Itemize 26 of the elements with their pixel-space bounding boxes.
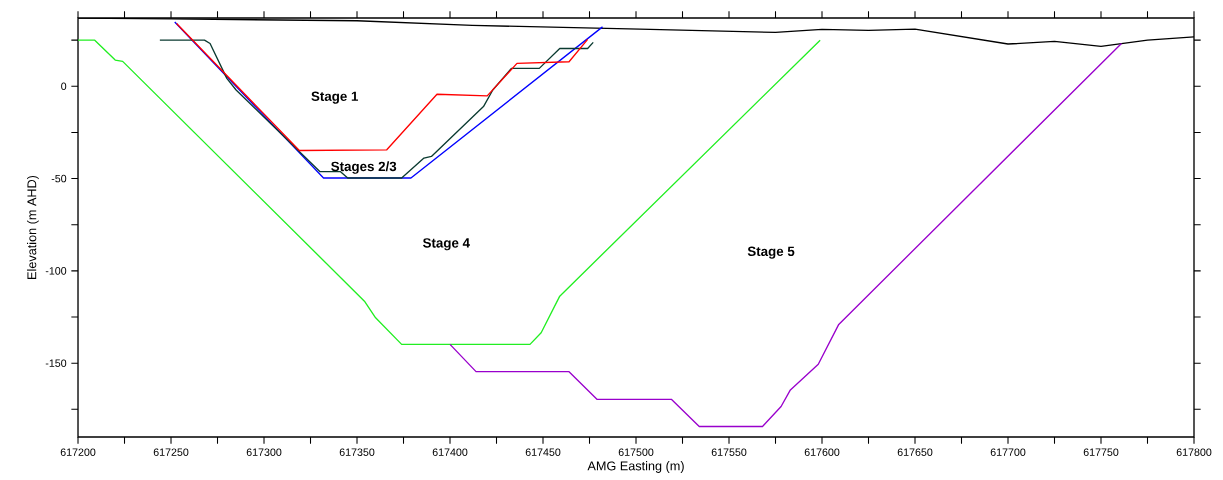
x-axis-title: AMG Easting (m)	[587, 461, 684, 473]
x-tick-label: 617750	[1083, 448, 1119, 456]
line-series	[159, 39, 594, 179]
y-tick-label: 0	[61, 82, 67, 91]
y-tick-label: -50	[51, 174, 67, 183]
line-series	[78, 39, 821, 346]
x-tick-label: 617350	[339, 448, 375, 456]
y-tick-label: -150	[45, 359, 67, 367]
x-tick-label: 617300	[246, 448, 282, 456]
y-tick-label: -100	[45, 267, 67, 275]
x-tick-label: 617250	[153, 448, 189, 456]
x-tick-label: 617400	[432, 448, 468, 456]
x-tick-label: 617200	[60, 448, 96, 456]
annotation: Stage 1	[311, 91, 359, 104]
annotation: Stage 5	[747, 246, 795, 259]
y-axis-title: Elevation (m AHD)	[26, 175, 39, 279]
annotation: Stages 2/3	[331, 161, 397, 174]
annotation: Stage 4	[422, 238, 470, 251]
line-series	[175, 22, 589, 152]
x-tick-label: 617500	[618, 448, 654, 456]
x-tick-label: 617800	[1176, 448, 1212, 456]
x-tick-label: 617450	[525, 448, 561, 456]
x-tick-label: 617600	[804, 448, 840, 456]
x-tick-label: 617700	[990, 448, 1026, 456]
x-tick-label: 617550	[711, 448, 747, 456]
x-tick-label: 617650	[897, 448, 933, 456]
